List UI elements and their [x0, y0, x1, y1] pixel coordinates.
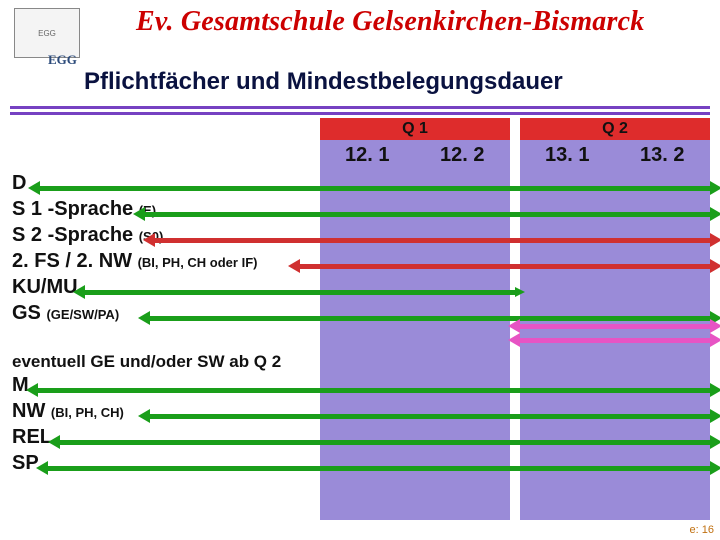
- duration-bar: [60, 440, 710, 445]
- duration-bar: [155, 238, 710, 243]
- duration-bar: [48, 466, 710, 471]
- col-label: 12. 2: [440, 144, 484, 167]
- arrow-left-icon: [48, 435, 60, 449]
- arrow-left-icon: [26, 383, 38, 397]
- col-13-1: [520, 140, 615, 520]
- subject-label: NW (BI, PH, CH): [12, 400, 124, 423]
- arrow-left-icon: [143, 233, 155, 247]
- arrow-left-icon: [138, 409, 150, 423]
- duration-bar: [520, 338, 710, 343]
- arrow-right-icon: [710, 383, 720, 397]
- arrow-right-icon: [710, 409, 720, 423]
- arrow-right-icon: [710, 435, 720, 449]
- header: EGG EGG Ev. Gesamtschule Gelsenkirchen-B…: [0, 0, 720, 70]
- divider: [10, 112, 710, 115]
- col-12-1: [320, 140, 415, 520]
- subject-label: SP: [12, 452, 39, 475]
- q2-band: Q 2: [520, 118, 710, 140]
- subject-label: D: [12, 172, 26, 195]
- page-title: Pflichtfächer und Mindestbelegungsdauer: [84, 68, 563, 96]
- col-12-2: [415, 140, 510, 520]
- chart-stage: Q 1 Q 2 12. 1 12. 2 13. 1 13. 2 eventuel…: [10, 118, 710, 522]
- arrow-left-icon: [138, 311, 150, 325]
- arrow-right-icon: [710, 319, 720, 333]
- divider: [10, 106, 710, 109]
- arrow-left-icon: [36, 461, 48, 475]
- arrow-right-icon: [710, 181, 720, 195]
- duration-bar: [300, 264, 710, 269]
- arrow-left-icon: [288, 259, 300, 273]
- arrow-left-icon: [133, 207, 145, 221]
- duration-bar: [85, 290, 515, 295]
- school-logo: EGG: [14, 8, 80, 58]
- duration-bar: [520, 324, 710, 329]
- page-number: e: 16: [690, 524, 714, 536]
- arrow-left-icon: [508, 333, 520, 347]
- logo-tag: EGG: [48, 52, 77, 68]
- arrow-right-icon: [515, 287, 525, 297]
- duration-bar: [145, 212, 710, 217]
- arrow-right-icon: [710, 207, 720, 221]
- arrow-right-icon: [710, 233, 720, 247]
- arrow-right-icon: [710, 333, 720, 347]
- subject-label: GS (GE/SW/PA): [12, 302, 119, 325]
- arrow-right-icon: [710, 259, 720, 273]
- col-label: 12. 1: [345, 144, 389, 167]
- arrow-left-icon: [508, 319, 520, 333]
- duration-bar: [150, 316, 710, 321]
- arrow-left-icon: [73, 285, 85, 299]
- subject-label: KU/MU: [12, 276, 78, 299]
- subject-label: S 2 -Sprache (S0): [12, 224, 163, 247]
- school-name: Ev. Gesamtschule Gelsenkirchen-Bismarck: [136, 6, 644, 38]
- col-label: 13. 1: [545, 144, 589, 167]
- duration-bar: [150, 414, 710, 419]
- note-ge-sw: eventuell GE und/oder SW ab Q 2: [12, 352, 281, 372]
- col-label: 13. 2: [640, 144, 684, 167]
- col-13-2: [615, 140, 710, 520]
- subject-label: REL: [12, 426, 52, 449]
- duration-bar: [38, 388, 710, 393]
- subject-label: 2. FS / 2. NW (BI, PH, CH oder IF): [12, 250, 257, 273]
- arrow-left-icon: [28, 181, 40, 195]
- arrow-right-icon: [710, 461, 720, 475]
- q1-band: Q 1: [320, 118, 510, 140]
- duration-bar: [40, 186, 710, 191]
